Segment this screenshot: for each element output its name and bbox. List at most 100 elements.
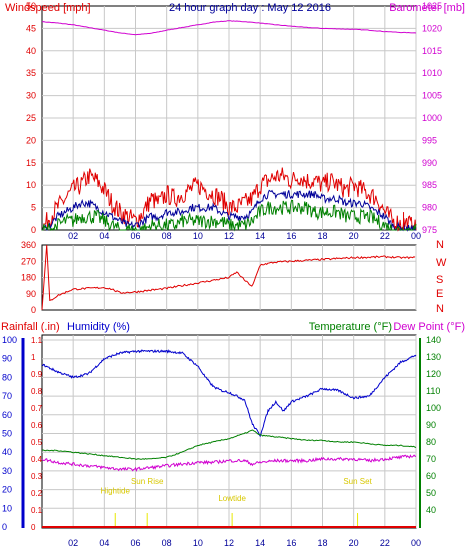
temperature-tick-label: 90 <box>426 420 436 430</box>
rainfall-tick-label: 1 <box>31 353 36 362</box>
barometer-tick-label: 980 <box>422 203 437 213</box>
rainfall-tick-label: 0.1 <box>31 506 43 515</box>
windspeed-tick-label: 10 <box>26 180 36 190</box>
temperature-tick-label: 110 <box>426 386 440 396</box>
direction-series <box>41 244 416 311</box>
compass-label: N <box>436 239 444 251</box>
temperature-tick-label: 40 <box>426 505 436 515</box>
compass-label: W <box>436 257 447 269</box>
humidity-tick-label: 80 <box>2 372 12 382</box>
humidity-time-tick-label: 22 <box>380 538 390 548</box>
windspeed-tick-label: 0 <box>31 225 36 235</box>
wind-time-tick-label: 02 <box>68 231 78 241</box>
humidity-tick-label: 70 <box>2 391 12 401</box>
humidity-time-tick-label: 00 <box>411 538 421 548</box>
barometer-tick-label: 1010 <box>422 68 442 78</box>
rainfall-tick-label: 0 <box>31 523 36 532</box>
temperature-line <box>42 429 417 460</box>
wind-time-tick-label: 14 <box>255 231 265 241</box>
rainfall-tick-label: 0.6 <box>31 421 43 430</box>
rainfall-tick-label: 1.1 <box>31 336 43 345</box>
humidity-tick-label: 20 <box>2 485 12 495</box>
temperature-tick-label: 50 <box>426 488 436 498</box>
rainfall-tick-label: 0.3 <box>31 472 43 481</box>
direction-grid <box>42 245 417 310</box>
compass-label: E <box>436 288 443 300</box>
rainfall-tick-label: 0.5 <box>31 438 43 447</box>
barometer-tick-label: 1025 <box>422 1 442 11</box>
rainfall-tick-label: 0.4 <box>31 455 43 464</box>
humidity-tick-label: 60 <box>2 410 12 420</box>
windspeed-red-line <box>42 167 417 232</box>
humidity-line <box>41 349 417 438</box>
temperature-tick-label: 120 <box>426 369 441 379</box>
dewpoint-line <box>41 454 417 472</box>
windspeed-tick-label: 45 <box>26 23 36 33</box>
windspeed-tick-label: 5 <box>31 203 36 213</box>
humidity-time-tick-label: 12 <box>224 538 234 548</box>
windspeed-tick-label: 35 <box>26 68 36 78</box>
humidity-tick-label: 90 <box>2 354 12 364</box>
direction-tick-label: 180 <box>21 273 36 283</box>
direction-tick-label: 0 <box>31 305 36 315</box>
rainfall-axis-label: Rainfall (.in) <box>1 321 60 333</box>
temperature-tick-label: 100 <box>426 403 441 413</box>
wind-time-tick-label: 12 <box>224 231 234 241</box>
humidity-time-tick-label: 20 <box>349 538 359 548</box>
wind-time-tick-label: 00 <box>411 231 421 241</box>
wind-time-tick-label: 10 <box>193 231 203 241</box>
humidity-time-ticks: 02 04 06 08 10 12 14 16 18 20 22 00 <box>68 538 421 548</box>
wind-time-tick-label: 08 <box>162 231 172 241</box>
event-label: Lowtide <box>218 494 246 503</box>
barometer-line <box>41 20 417 36</box>
humidity-time-tick-label: 10 <box>193 538 203 548</box>
temperature-ticks: 40 50 60 70 80 90 100 110 120 130 140 <box>426 335 441 515</box>
barometer-tick-label: 1015 <box>422 46 442 56</box>
humidity-tick-label: 0 <box>2 522 7 532</box>
windspeed-axis-label: Windspeed [mph] <box>5 2 91 14</box>
temperature-tick-label: 130 <box>426 352 441 362</box>
event-label: Sun Set <box>343 477 372 486</box>
rainfall-tick-label: 0.2 <box>31 489 43 498</box>
barometer-tick-label: 975 <box>422 225 437 235</box>
humidity-time-tick-label: 14 <box>255 538 265 548</box>
humidity-rain-ticks: 0 10 20 30 40 50 60 70 80 90 100 0 0.1 0.2 0.3 0.4 0.5 0.… <box>2 335 43 532</box>
temperature-tick-label: 70 <box>426 454 436 464</box>
chart-title: 24 hour graph day : May 12 2016 <box>169 2 331 14</box>
humidity-axis-label: Humidity (%) <box>67 321 130 333</box>
humidity-time-tick-label: 18 <box>317 538 327 548</box>
barometer-tick-label: 985 <box>422 180 437 190</box>
event-label: Hightide <box>101 486 131 495</box>
dewpoint-axis-label: Dew Point (°F) <box>393 321 465 333</box>
windspeed-ticks: 0 5 10 15 20 25 30 35 40 45 50 <box>26 1 36 235</box>
barometer-tick-label: 1005 <box>422 91 442 101</box>
barometer-axis-label: Barometer [mb] <box>389 2 465 14</box>
windspeed-tick-label: 50 <box>26 1 36 11</box>
barometer-tick-label: 1000 <box>422 113 442 123</box>
humidity-tick-label: 10 <box>2 503 12 513</box>
temperature-tick-label: 80 <box>426 437 436 447</box>
windspeed-tick-label: 15 <box>26 158 36 168</box>
humidity-time-tick-label: 16 <box>286 538 296 548</box>
humidity-grid <box>42 335 417 528</box>
barometer-tick-label: 995 <box>422 135 437 145</box>
humidity-tick-label: 50 <box>2 429 12 439</box>
humidity-temp-series <box>41 349 417 472</box>
compass-label: S <box>436 274 443 286</box>
humidity-time-tick-label: 02 <box>68 538 78 548</box>
humidity-tick-label: 40 <box>2 447 12 457</box>
barometer-tick-label: 990 <box>422 158 437 168</box>
barometer-tick-label: 1020 <box>422 23 442 33</box>
wind-time-tick-label: 20 <box>349 231 359 241</box>
compass-label: N <box>436 303 444 315</box>
humidity-tick-label: 100 <box>2 335 17 345</box>
wind-time-tick-label: 16 <box>286 231 296 241</box>
wind-time-tick-label: 04 <box>99 231 109 241</box>
event-label: Sun Rise <box>131 477 164 486</box>
rainfall-tick-label: 0.8 <box>31 387 43 396</box>
temperature-axis-label: Temperature (°F) <box>309 321 392 333</box>
